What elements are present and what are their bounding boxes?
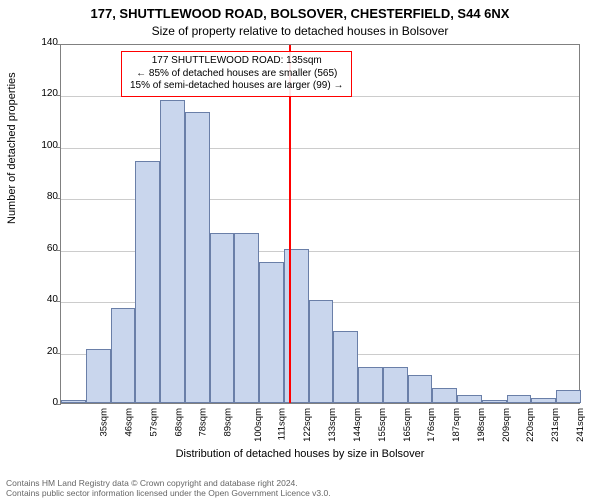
x-tick-label: 35sqm — [99, 408, 110, 437]
x-tick-label: 89sqm — [223, 408, 234, 437]
y-tick-mark — [57, 44, 61, 45]
chart-title-main: 177, SHUTTLEWOOD ROAD, BOLSOVER, CHESTER… — [0, 6, 600, 21]
histogram-bar — [358, 367, 383, 403]
histogram-bar — [457, 395, 482, 403]
y-tick-mark — [57, 147, 61, 148]
x-tick-label: 220sqm — [525, 408, 536, 442]
y-tick-label: 60 — [40, 243, 58, 257]
histogram-bar — [333, 331, 358, 403]
x-tick-label: 46sqm — [124, 408, 135, 437]
plot-area: 177 SHUTTLEWOOD ROAD: 135sqm ← 85% of de… — [60, 44, 580, 404]
x-tick-label: 165sqm — [401, 408, 412, 442]
gridline — [61, 148, 579, 149]
y-tick-label: 0 — [40, 397, 58, 411]
y-tick-mark — [57, 198, 61, 199]
annotation-line1: 177 SHUTTLEWOOD ROAD: 135sqm — [130, 55, 343, 68]
histogram-bar — [234, 233, 259, 403]
histogram-bar — [507, 395, 532, 403]
histogram-bar — [86, 349, 111, 403]
y-tick-mark — [57, 353, 61, 354]
x-tick-label: 241sqm — [575, 408, 586, 442]
histogram-bar — [284, 249, 309, 403]
histogram-bar — [61, 400, 86, 403]
y-tick-label: 120 — [40, 88, 58, 102]
x-axis-label: Distribution of detached houses by size … — [0, 448, 600, 460]
x-tick-label: 111sqm — [276, 408, 287, 440]
y-tick-label: 80 — [40, 191, 58, 205]
reference-line — [289, 45, 291, 403]
annotation-box: 177 SHUTTLEWOOD ROAD: 135sqm ← 85% of de… — [121, 51, 352, 97]
x-tick-label: 155sqm — [377, 408, 388, 442]
histogram-bar — [185, 112, 210, 403]
y-axis-label: Number of detached properties — [6, 72, 18, 224]
x-tick-label: 209sqm — [500, 408, 511, 442]
footer-line2: Contains public sector information licen… — [6, 488, 596, 498]
x-tick-label: 144sqm — [352, 408, 363, 442]
x-tick-label: 176sqm — [426, 408, 437, 442]
y-tick-label: 100 — [40, 140, 58, 154]
y-tick-mark — [57, 250, 61, 251]
x-tick-label: 198sqm — [476, 408, 487, 442]
histogram-bar — [135, 161, 160, 403]
histogram-bar — [408, 375, 433, 403]
chart-title-sub: Size of property relative to detached ho… — [0, 24, 600, 38]
x-tick-label: 122sqm — [302, 408, 313, 442]
histogram-bar — [383, 367, 408, 403]
y-tick-label: 40 — [40, 294, 58, 308]
x-tick-label: 78sqm — [198, 408, 209, 437]
footer-line1: Contains HM Land Registry data © Crown c… — [6, 478, 596, 488]
x-tick-label: 57sqm — [148, 408, 159, 437]
y-tick-label: 20 — [40, 346, 58, 360]
x-tick-label: 100sqm — [253, 408, 264, 442]
x-tick-label: 231sqm — [550, 408, 561, 442]
x-tick-label: 133sqm — [327, 408, 338, 442]
annotation-line3: 15% of semi-detached houses are larger (… — [130, 80, 343, 93]
histogram-bar — [111, 308, 136, 403]
y-tick-mark — [57, 95, 61, 96]
y-tick-mark — [57, 301, 61, 302]
gridline — [61, 96, 579, 97]
histogram-bar — [160, 100, 185, 403]
x-tick-label: 68sqm — [173, 408, 184, 437]
y-tick-label: 140 — [40, 37, 58, 51]
histogram-bar — [531, 398, 556, 403]
y-tick-mark — [57, 404, 61, 405]
histogram-bar — [556, 390, 581, 403]
histogram-bar — [482, 400, 507, 403]
annotation-line2: ← 85% of detached houses are smaller (56… — [130, 68, 343, 81]
histogram-bar — [210, 233, 235, 403]
histogram-bar — [309, 300, 334, 403]
x-tick-label: 187sqm — [451, 408, 462, 442]
footer-attribution: Contains HM Land Registry data © Crown c… — [6, 478, 596, 498]
histogram-bar — [432, 388, 457, 403]
histogram-bar — [259, 262, 284, 403]
